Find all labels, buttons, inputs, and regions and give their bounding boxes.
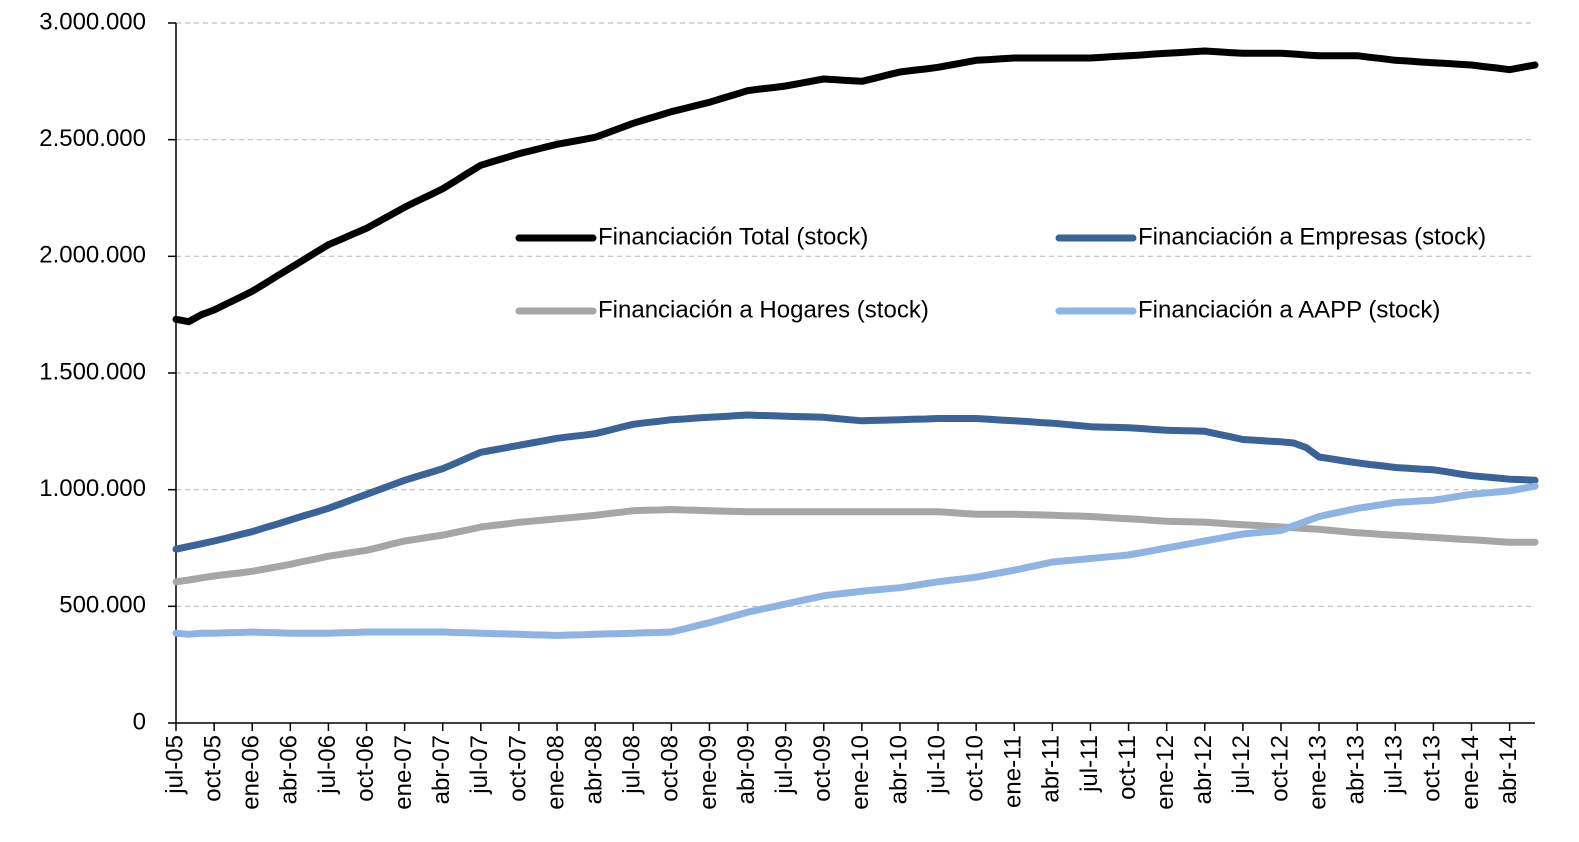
x-tick-label: jul-08 xyxy=(619,735,646,795)
x-tick-label: oct-13 xyxy=(1419,735,1446,802)
x-tick-label: abr-07 xyxy=(428,735,455,804)
x-tick-label: ene-07 xyxy=(390,735,417,810)
x-tick-label: jul-06 xyxy=(314,735,341,795)
x-tick-label: abr-10 xyxy=(885,735,912,804)
x-tick-label: oct-08 xyxy=(657,735,684,802)
legend-label: Financiación a Empresas (stock) xyxy=(1138,223,1486,250)
y-tick-label: 2.000.000 xyxy=(39,242,146,269)
x-tick-label: abr-06 xyxy=(276,735,303,804)
y-tick-label: 0 xyxy=(133,708,146,735)
x-tick-label: jul-13 xyxy=(1381,735,1408,795)
y-tick-label: 1.500.000 xyxy=(39,358,146,385)
series-line xyxy=(172,47,1539,326)
y-tick-label: 2.500.000 xyxy=(39,125,146,152)
x-tick-label: oct-05 xyxy=(199,735,226,802)
x-tick-label: ene-12 xyxy=(1152,735,1179,810)
y-tick-label: 1.000.000 xyxy=(39,475,146,502)
x-tick-label: ene-08 xyxy=(542,735,569,810)
x-tick-label: oct-09 xyxy=(809,735,836,802)
x-tick-label: jul-05 xyxy=(161,735,188,795)
x-tick-label: ene-10 xyxy=(847,735,874,810)
x-tick-label: jul-07 xyxy=(466,735,493,795)
x-tick-label: oct-06 xyxy=(352,735,379,802)
y-tick-label: 500.000 xyxy=(59,592,146,619)
x-tick-label: jul-10 xyxy=(923,735,950,795)
legend-label: Financiación Total (stock) xyxy=(598,223,868,250)
x-tick-label: jul-09 xyxy=(771,735,798,795)
x-tick-label: ene-14 xyxy=(1457,735,1484,810)
x-tick-label: abr-14 xyxy=(1495,735,1522,804)
x-tick-label: abr-13 xyxy=(1343,735,1370,804)
series-line xyxy=(172,506,1539,586)
x-tick-label: abr-11 xyxy=(1038,735,1065,803)
x-tick-label: abr-09 xyxy=(733,735,760,804)
x-tick-label: ene-09 xyxy=(695,735,722,810)
x-tick-label: ene-13 xyxy=(1304,735,1331,810)
x-tick-label: abr-12 xyxy=(1190,735,1217,804)
x-tick-label: abr-08 xyxy=(580,735,607,804)
x-tick-label: ene-11 xyxy=(1000,735,1027,808)
series-line xyxy=(172,411,1539,553)
legend-label: Financiación a AAPP (stock) xyxy=(1138,296,1440,323)
x-tick-label: oct-10 xyxy=(962,735,989,802)
x-tick-label: jul-12 xyxy=(1228,735,1255,795)
x-tick-label: oct-11 xyxy=(1114,735,1141,800)
x-tick-label: ene-06 xyxy=(238,735,265,810)
x-tick-label: oct-12 xyxy=(1266,735,1293,802)
x-tick-label: jul-11 xyxy=(1076,735,1103,793)
x-tick-label: oct-07 xyxy=(504,735,531,802)
y-tick-label: 3.000.000 xyxy=(39,8,146,35)
series-line xyxy=(172,482,1539,639)
legend-label: Financiación a Hogares (stock) xyxy=(598,296,929,323)
